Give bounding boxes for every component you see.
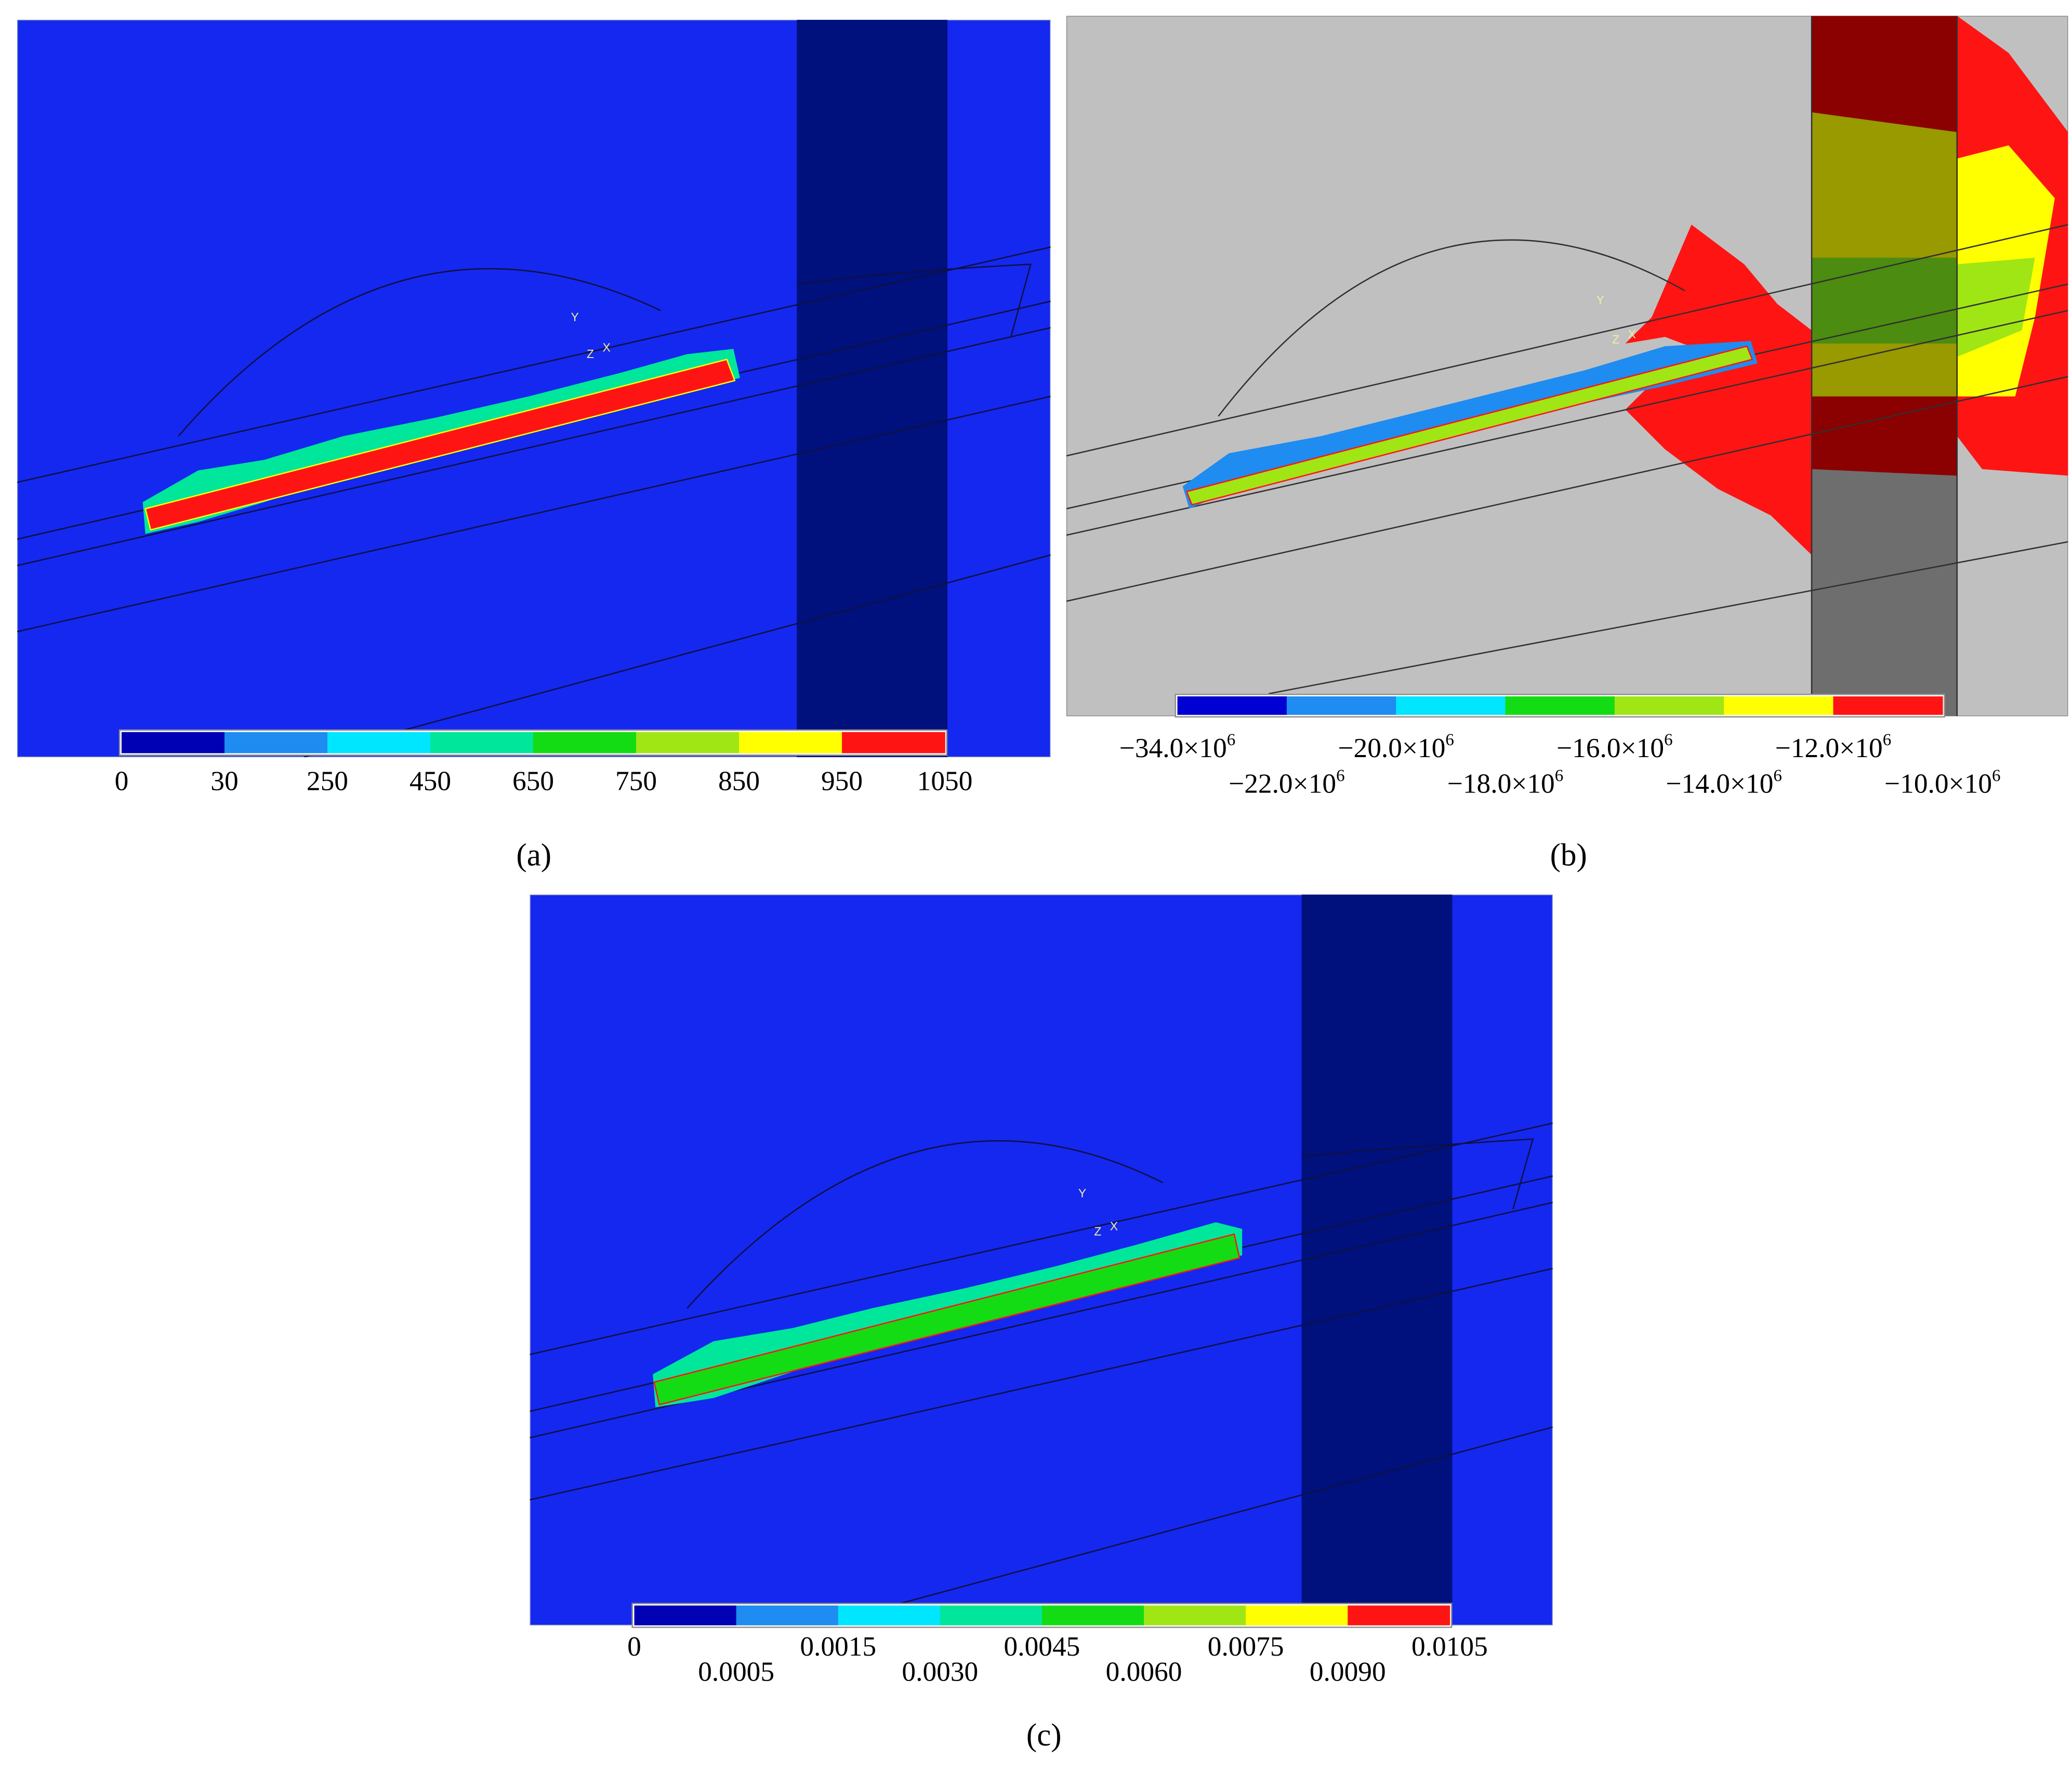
panel-a-plot — [17, 20, 1051, 758]
label-mantissa: −14.0×10 — [1666, 768, 1773, 799]
triad-x: X — [1110, 1219, 1118, 1233]
colorbar-segment — [736, 1605, 839, 1625]
colorbar-label: −22.0×106 — [1229, 766, 1345, 799]
triad-x: X — [602, 340, 610, 354]
colorbar-label: 0.0015 — [800, 1631, 876, 1662]
colorbar-label: 0 — [115, 765, 129, 797]
colorbar-segment — [1396, 696, 1506, 715]
triad-y: Y — [1078, 1186, 1086, 1200]
colorbar-label: −20.0×106 — [1338, 731, 1454, 763]
colorbar-segment — [1041, 1605, 1144, 1625]
colorbar-label: 250 — [307, 765, 348, 797]
colorbar-label: 0.0090 — [1310, 1656, 1386, 1687]
colorbar-segment — [940, 1605, 1042, 1625]
label-exponent: 6 — [1336, 766, 1345, 785]
colorbar-label: 0.0005 — [698, 1656, 774, 1687]
label-mantissa: −16.0×10 — [1556, 732, 1664, 763]
panel-label: (a) — [516, 838, 551, 873]
label-exponent: 6 — [1883, 731, 1892, 749]
colorbar-segment — [1505, 696, 1615, 715]
colorbar-segment — [1348, 1605, 1450, 1625]
triad-y: Y — [1596, 293, 1604, 307]
colorbar-label: −12.0×106 — [1775, 731, 1892, 763]
colorbar-segment — [1614, 696, 1724, 715]
label-mantissa: −22.0×10 — [1229, 768, 1336, 799]
colorbar-segment — [1177, 696, 1287, 715]
colorbar-label: −16.0×106 — [1556, 731, 1673, 763]
label-exponent: 6 — [1664, 731, 1673, 749]
panel-label: (b) — [1550, 838, 1587, 873]
triad-z: Z — [1612, 333, 1619, 346]
colorbar-label: 1050 — [917, 765, 973, 797]
panel-c-plot — [530, 894, 1553, 1625]
triad-z: Z — [1094, 1225, 1101, 1238]
colorbar-label: 650 — [512, 765, 554, 797]
colorbar-segment — [1833, 696, 1943, 715]
colorbar-label: 0.0060 — [1106, 1656, 1182, 1687]
colorbar-segment — [1724, 696, 1834, 715]
colorbar-label: −18.0×106 — [1447, 766, 1564, 799]
label-mantissa: −20.0×10 — [1338, 732, 1445, 763]
label-mantissa: −34.0×10 — [1119, 732, 1227, 763]
label-exponent: 6 — [1555, 766, 1564, 785]
colorbar-label: 0 — [627, 1631, 641, 1662]
label-exponent: 6 — [1227, 731, 1236, 749]
colorbar-label: 0.0105 — [1411, 1631, 1488, 1662]
colorbar-label: 850 — [718, 765, 760, 797]
label-exponent: 6 — [1773, 766, 1782, 785]
colorbar-segment — [739, 732, 842, 753]
colorbar-segment — [430, 732, 534, 753]
colorbar-segment — [838, 1605, 941, 1625]
triad-z: Z — [587, 347, 594, 361]
colorbar-label: 30 — [210, 765, 238, 797]
colorbar-label: 0.0075 — [1208, 1631, 1284, 1662]
colorbar-segment — [1144, 1605, 1246, 1625]
colorbar-segment — [1286, 696, 1396, 715]
colorbar-segment — [224, 732, 328, 753]
colorbar-label: −14.0×106 — [1666, 766, 1782, 799]
colorbar-label: −10.0×106 — [1884, 766, 2001, 799]
colorbar-label: 0.0045 — [1004, 1631, 1080, 1662]
label-mantissa: −10.0×10 — [1884, 768, 1992, 799]
colorbar-segment — [634, 1605, 737, 1625]
panel-b-plot — [1066, 16, 2068, 717]
label-exponent: 6 — [1992, 766, 2001, 785]
label-mantissa: −12.0×10 — [1775, 732, 1883, 763]
colorbar-segment — [121, 732, 225, 753]
colorbar-label: 0.0030 — [902, 1656, 978, 1687]
colorbar-label: −34.0×106 — [1119, 731, 1236, 763]
triad-y: Y — [571, 310, 578, 324]
label-mantissa: −18.0×10 — [1447, 768, 1555, 799]
colorbar-label: 950 — [821, 765, 863, 797]
colorbar-segment — [636, 732, 740, 753]
colorbar-label: 750 — [615, 765, 657, 797]
panel-label: (c) — [1026, 1718, 1062, 1753]
label-exponent: 6 — [1445, 731, 1454, 749]
triad-x: X — [1628, 327, 1636, 341]
colorbar-segment — [842, 732, 945, 753]
colorbar-segment — [1246, 1605, 1349, 1625]
colorbar-segment — [533, 732, 637, 753]
colorbar-segment — [327, 732, 431, 753]
colorbar-label: 450 — [410, 765, 451, 797]
